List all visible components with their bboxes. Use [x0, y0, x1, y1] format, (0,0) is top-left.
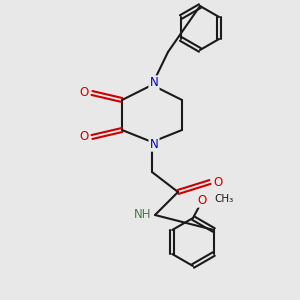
Text: N: N: [150, 137, 158, 151]
Text: NH: NH: [134, 208, 152, 221]
Text: O: O: [80, 130, 88, 143]
Text: O: O: [213, 176, 223, 188]
Text: CH₃: CH₃: [214, 194, 234, 204]
Text: O: O: [197, 194, 207, 206]
Text: N: N: [150, 76, 158, 89]
Text: O: O: [80, 86, 88, 100]
